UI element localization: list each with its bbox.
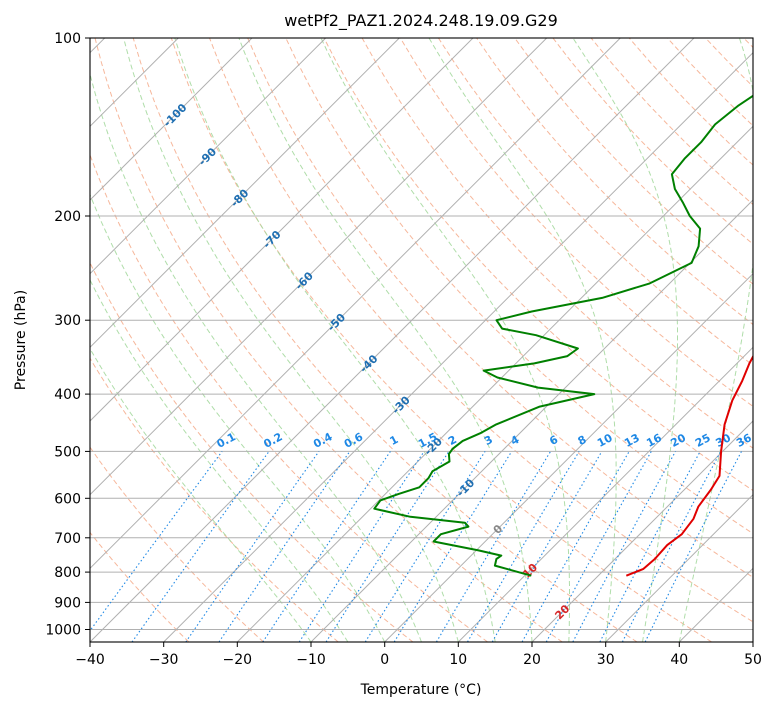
moist-adiabat-line bbox=[123, 38, 459, 642]
dry-adiabat-line bbox=[90, 531, 190, 642]
mixing-ratio-lines bbox=[90, 451, 742, 642]
mixing-ratio-line bbox=[131, 451, 270, 642]
isotherm-line bbox=[605, 493, 753, 642]
mixing-ratio-line bbox=[545, 451, 652, 642]
isotherm-gridlines bbox=[90, 38, 753, 642]
dry-adiabat-line bbox=[170, 38, 712, 642]
mixing-ratio-label: 36 bbox=[734, 431, 754, 450]
mixing-ratio-label: 25 bbox=[693, 431, 713, 450]
isotherm-line bbox=[90, 38, 400, 349]
moist-adiabat-line bbox=[428, 38, 617, 642]
dry-adiabat-line bbox=[247, 38, 753, 578]
dry-adiabats bbox=[90, 38, 753, 642]
isotherm-line bbox=[457, 346, 753, 642]
y-tick-label: 900 bbox=[54, 595, 81, 611]
mixing-ratio-label: 10 bbox=[595, 431, 615, 450]
dry-adiabat-line bbox=[399, 38, 753, 408]
y-tick-label: 100 bbox=[54, 31, 81, 47]
mixing-ratio-label: 13 bbox=[622, 431, 642, 450]
dry-adiabat-line bbox=[323, 38, 753, 492]
dry-adiabat-line bbox=[94, 38, 563, 642]
x-tick-label: 0 bbox=[380, 652, 389, 668]
temperature-profile-line bbox=[625, 354, 753, 577]
y-tick-label: 200 bbox=[54, 209, 81, 225]
mixing-ratio-line bbox=[298, 451, 425, 642]
isotherm-line bbox=[90, 38, 695, 642]
moist-adiabat-line bbox=[320, 38, 570, 642]
isotherm-line bbox=[236, 125, 753, 642]
y-tick-label: 500 bbox=[54, 444, 81, 460]
chart-title: wetPf2_PAZ1.2024.248.19.09.G29 bbox=[284, 11, 558, 31]
y-tick-label: 1000 bbox=[45, 623, 81, 639]
mixing-ratio-line bbox=[262, 451, 391, 642]
dewpoint-profile-line bbox=[373, 94, 753, 577]
x-tick-label: −10 bbox=[296, 652, 326, 668]
x-tick-label: 30 bbox=[597, 652, 615, 668]
dry-adiabat-line bbox=[209, 38, 753, 623]
sounding-profiles bbox=[373, 94, 753, 577]
mixing-ratio-line bbox=[90, 451, 223, 632]
y-axis-label: Pressure (hPa) bbox=[13, 290, 29, 390]
x-axis-label: Temperature (°C) bbox=[360, 682, 482, 698]
dry-adiabat-line bbox=[90, 153, 488, 642]
mixing-ratio-line bbox=[393, 451, 513, 642]
mixing-ratio-line bbox=[621, 451, 722, 642]
isotherm-line bbox=[90, 38, 621, 570]
x-tick-label: 10 bbox=[449, 652, 467, 668]
dry-adiabat-line bbox=[132, 38, 638, 642]
x-tick-label: −30 bbox=[149, 652, 179, 668]
x-tick-label: 50 bbox=[744, 652, 762, 668]
mixing-ratio-label: 20 bbox=[668, 431, 688, 450]
mixing-ratio-line bbox=[185, 451, 320, 642]
x-tick-label: 20 bbox=[523, 652, 541, 668]
isotherm-line bbox=[531, 420, 753, 642]
mixing-ratio-line bbox=[325, 451, 450, 642]
dry-adiabat-line bbox=[90, 446, 264, 642]
y-tick-label: 800 bbox=[54, 565, 81, 581]
x-tick-label: −20 bbox=[223, 652, 253, 668]
moist-adiabat-line bbox=[572, 38, 678, 642]
mixing-ratio-line bbox=[218, 451, 351, 642]
moist-adiabat-line bbox=[678, 38, 753, 642]
isotherm-line bbox=[163, 51, 753, 642]
moist-adiabats bbox=[90, 38, 753, 642]
mixing-ratio-label: 16 bbox=[644, 431, 664, 450]
x-tick-label: 40 bbox=[670, 652, 688, 668]
y-axis: 100 200 300 400 500 600 700 800 900 1000 bbox=[45, 31, 90, 639]
dry-adiabat-line bbox=[514, 38, 753, 285]
x-tick-label: −40 bbox=[75, 652, 105, 668]
y-tick-label: 400 bbox=[54, 387, 81, 403]
moist-adiabat-line bbox=[90, 193, 386, 642]
plot-area: -100-90-80-70-60-50-40-30-20-10010203040… bbox=[90, 38, 754, 642]
isotherm-line bbox=[90, 38, 327, 275]
y-tick-label: 300 bbox=[54, 313, 81, 329]
moist-adiabat-line bbox=[174, 38, 496, 642]
moist-adiabat-line bbox=[90, 72, 422, 642]
isotherm-line bbox=[90, 38, 253, 201]
y-tick-label: 700 bbox=[54, 531, 81, 547]
mixing-ratio-line bbox=[521, 451, 630, 642]
isotherm-line bbox=[310, 199, 753, 642]
moist-adiabat-line bbox=[238, 38, 533, 642]
y-tick-label: 600 bbox=[54, 491, 81, 507]
dry-adiabat-line bbox=[90, 357, 339, 642]
isotherm-line bbox=[384, 272, 753, 642]
moist-adiabat-line bbox=[90, 278, 349, 642]
isotherm-line bbox=[90, 38, 548, 496]
isotherm-line bbox=[90, 38, 474, 422]
mixing-ratio-line bbox=[572, 451, 676, 642]
x-axis: −40 −30 −20 −10 0 10 20 30 40 50 bbox=[75, 642, 762, 668]
plot-frame bbox=[89, 37, 754, 643]
dry-adiabat-line bbox=[437, 38, 753, 366]
mixing-ratio-line bbox=[644, 451, 742, 642]
